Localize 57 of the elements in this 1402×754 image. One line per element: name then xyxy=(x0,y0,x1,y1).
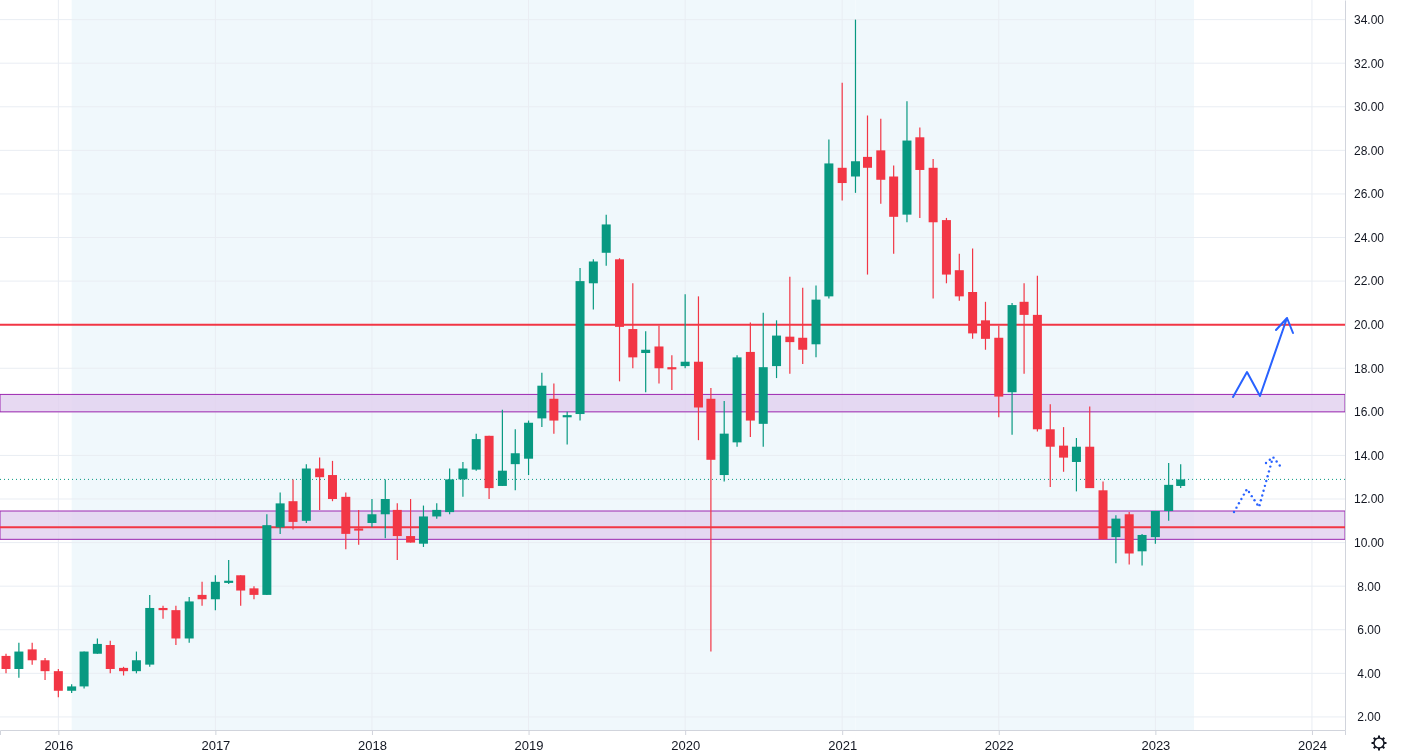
candlestick xyxy=(1111,514,1121,564)
y-tick-label: 10.00 xyxy=(1353,535,1385,550)
candlestick xyxy=(588,258,598,311)
candlestick xyxy=(641,330,651,393)
candlestick xyxy=(158,605,168,620)
candlestick xyxy=(850,19,860,194)
y-tick-label: 2.00 xyxy=(1357,710,1381,725)
y-tick-label: 6.00 xyxy=(1357,623,1381,638)
candlestick xyxy=(328,460,337,502)
y-tick-label: 30.00 xyxy=(1353,100,1385,115)
candlestick xyxy=(315,457,325,511)
candlestick xyxy=(837,82,847,202)
y-tick-label: 20.00 xyxy=(1353,318,1385,333)
candlestick xyxy=(210,574,220,611)
candlestick xyxy=(40,657,50,681)
x-tick-label: 2021 xyxy=(828,737,858,753)
candlestick xyxy=(367,498,377,528)
x-tick-label: 2017 xyxy=(201,737,231,753)
y-tick-label: 16.00 xyxy=(1353,405,1385,420)
candlestick xyxy=(680,293,690,369)
y-tick-label: 12.00 xyxy=(1353,492,1385,507)
candlestick xyxy=(1059,426,1069,473)
y-tick-label: 8.00 xyxy=(1357,579,1381,594)
candlestick xyxy=(1137,533,1147,567)
y-tick-label: 22.00 xyxy=(1353,274,1385,289)
candlestick xyxy=(862,114,872,276)
candlestick xyxy=(667,354,677,391)
candlestick xyxy=(236,574,246,607)
y-tick-label: 32.00 xyxy=(1353,56,1385,71)
x-tick-label: 2016 xyxy=(44,737,74,753)
candlestick xyxy=(275,491,285,535)
candlestick xyxy=(14,642,24,679)
x-tick-label: 2022 xyxy=(984,737,1014,753)
x-tick-label: 2018 xyxy=(358,737,387,753)
x-tick-label: 2020 xyxy=(671,737,701,753)
candlestick xyxy=(1176,463,1186,489)
candlestick xyxy=(105,640,115,674)
x-tick-label: 2023 xyxy=(1141,737,1171,753)
x-tick-label: 2024 xyxy=(1298,737,1327,753)
candlestick xyxy=(27,642,37,666)
candlestick xyxy=(197,581,207,607)
y-tick-label: 26.00 xyxy=(1353,187,1385,202)
candlestick xyxy=(53,668,63,698)
y-tick-label: 4.00 xyxy=(1357,666,1381,681)
y-tick-label: 28.00 xyxy=(1353,143,1385,158)
candlestick xyxy=(131,650,141,674)
y-tick-label: 24.00 xyxy=(1353,230,1385,245)
y-tick-label: 34.00 xyxy=(1353,12,1385,27)
x-tick-label: 2019 xyxy=(514,737,544,753)
candlestick xyxy=(562,411,572,446)
y-tick-label: 18.00 xyxy=(1353,361,1385,376)
candlestick xyxy=(1,653,11,674)
y-tick-label: 14.00 xyxy=(1353,448,1385,463)
candlestick xyxy=(549,382,559,435)
candlestick xyxy=(1071,437,1081,492)
candlestick xyxy=(1045,403,1055,488)
candlestick xyxy=(224,559,234,585)
